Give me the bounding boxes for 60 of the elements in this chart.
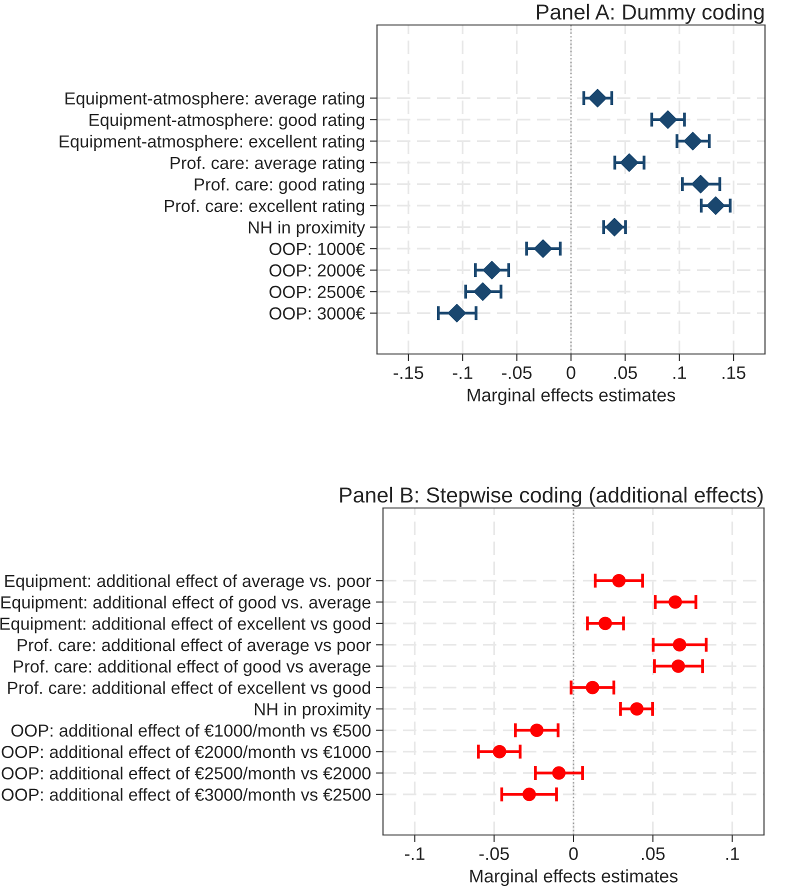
point (448, 304, 466, 322)
point (668, 595, 682, 609)
point (658, 110, 678, 129)
x-tick-label: .1 (674, 366, 686, 379)
y-tick-label: Equipment-atmosphere: excellent rating (60, 134, 364, 152)
point (630, 702, 644, 716)
point (672, 659, 685, 673)
y-tick-label: Equipment-atmosphere: good rating (90, 113, 364, 130)
y-tick-label: OOP: additional effect of €2000/month vs €1000 (2, 745, 371, 758)
chart-title: Panel B: Stepwise coding (additional effects) (340, 486, 763, 507)
x-tick-label: .05 (614, 366, 637, 380)
point (598, 616, 612, 630)
point (586, 680, 600, 694)
point (691, 174, 710, 194)
y-tick-label: Equipment: additional effect of excellent vs good (0, 617, 370, 634)
y-tick-label: OOP: 1000€ (270, 242, 365, 256)
point (605, 218, 624, 236)
point (588, 88, 607, 108)
x-tick-label: .15 (722, 366, 746, 380)
point (684, 132, 702, 150)
y-tick-label: OOP: additional effect of €1000/month vs €500 (11, 724, 371, 737)
x-axis-title: Marginal effects estimates (470, 869, 678, 886)
y-tick-label: Prof. care: additional effect of average vs poor (18, 638, 371, 655)
x-tick-label: .1 (726, 847, 739, 860)
y-tick-label: OOP: 2500€ (270, 286, 365, 298)
y-tick-label: OOP: 3000€ (270, 307, 365, 320)
point (552, 766, 566, 780)
y-tick-label: Prof. care: excellent rating (164, 199, 364, 216)
y-tick-label: Prof. care: average rating (170, 156, 364, 173)
point (620, 153, 638, 172)
point (672, 638, 686, 652)
y-tick-label: OOP: 2000€ (270, 264, 365, 277)
point (530, 724, 544, 737)
x-tick-label: -.15 (394, 366, 424, 380)
x-tick-label: .05 (642, 847, 665, 860)
chart-title: Panel A: Dummy coding (537, 4, 764, 24)
point (612, 574, 626, 588)
y-tick-label: Prof. care: additional effect of good vs average (14, 660, 370, 676)
x-tick-label: -.1 (405, 847, 424, 860)
point (706, 196, 725, 215)
x-axis-title: Marginal effects estimates (468, 388, 676, 406)
x-tick-label: 0 (569, 847, 578, 860)
x-tick-label: -.1 (452, 366, 472, 379)
y-tick-label: NH in proximity (254, 702, 372, 719)
y-tick-label: OOP: additional effect of €2500/month vs €2000 (2, 766, 371, 780)
y-tick-label: Prof. care: additional effect of excellent vs good (8, 681, 370, 698)
point (492, 744, 506, 758)
y-tick-label: OOP: additional effect of €3000/month vs €2500 (2, 788, 371, 801)
y-tick-label: Equipment: additional effect of average vs. poor (5, 574, 371, 591)
x-tick-label: 0 (566, 366, 576, 380)
y-tick-label: Equipment-atmosphere: average rating (66, 92, 364, 108)
point (534, 239, 552, 258)
point (482, 260, 502, 280)
point (473, 282, 492, 301)
x-tick-label: -.05 (479, 847, 509, 860)
point (522, 788, 536, 802)
y-tick-label: NH in proximity (248, 220, 366, 238)
y-tick-label: Equipment: additional effect of good vs. average (1, 596, 370, 612)
y-tick-label: Prof. care: good rating (194, 178, 364, 194)
x-tick-label: -.05 (502, 366, 532, 380)
